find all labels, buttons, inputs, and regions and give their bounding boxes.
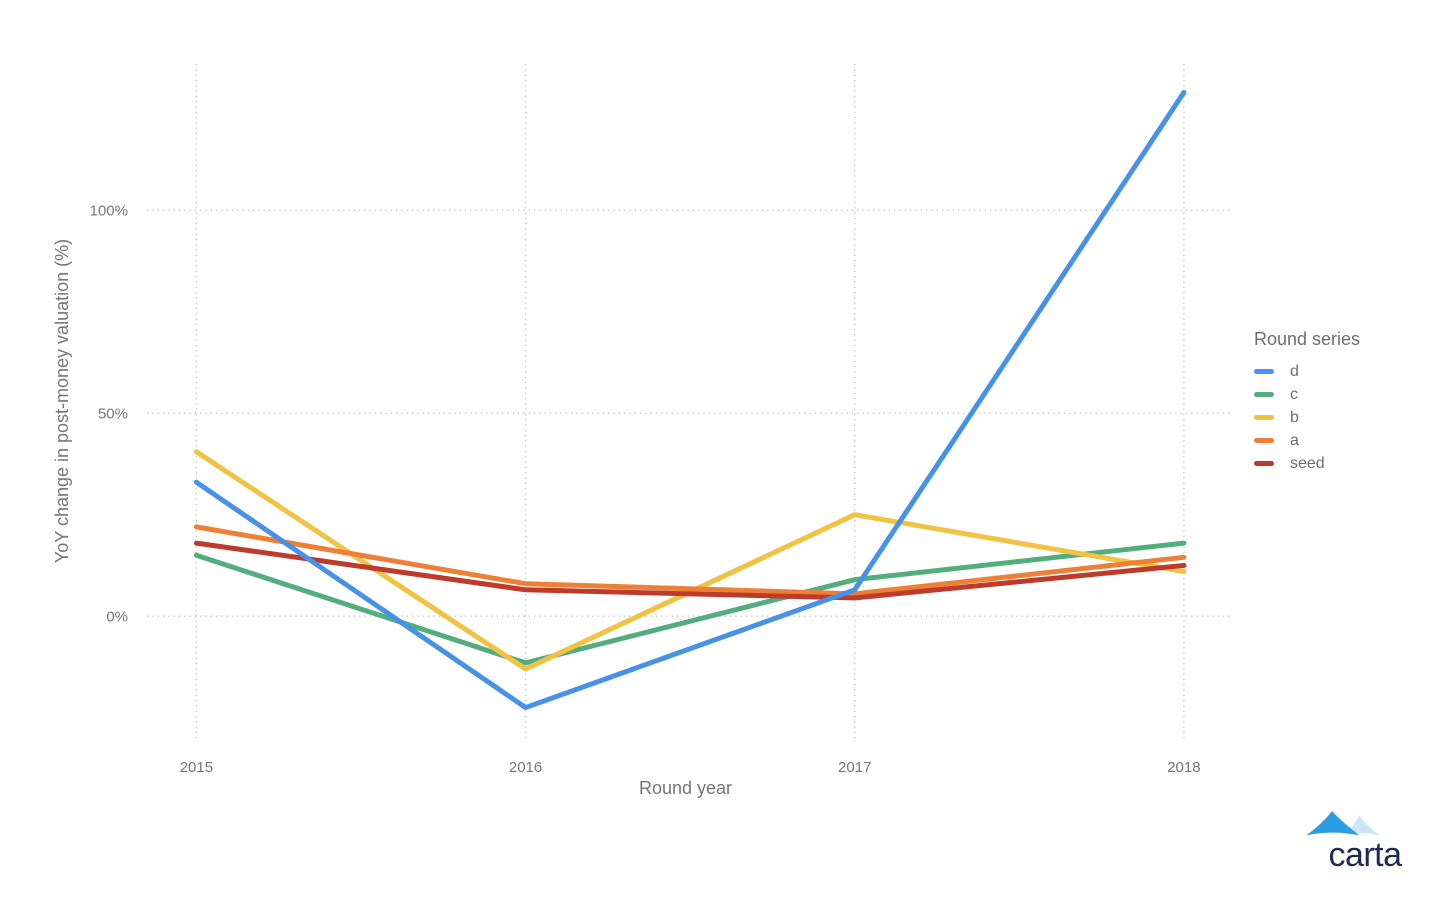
carta-mountain-logo-icon (1306, 811, 1380, 836)
legend-item-b: b (1254, 409, 1360, 426)
series-line-d (193, 89, 1187, 711)
legend-swatch-seed (1254, 461, 1274, 466)
y-tick-0%: 0% (106, 609, 128, 626)
legend-item-d: d (1254, 363, 1360, 380)
legend-swatch-a (1254, 438, 1274, 443)
x-tick-2017: 2017 (838, 759, 871, 776)
legend: Round series d c b a seed (1254, 329, 1360, 479)
legend-items: d c b a seed (1254, 363, 1360, 472)
y-axis-title: YoY change in post-money valuation (%) (52, 239, 72, 563)
legend-swatch-b (1254, 415, 1274, 420)
y-tick-50%: 50% (98, 406, 128, 423)
legend-item-c: c (1254, 386, 1360, 403)
legend-title: Round series (1254, 329, 1361, 349)
series-line-seed (193, 540, 1187, 601)
legend-label-a: a (1290, 432, 1299, 449)
x-tick-2018: 2018 (1167, 759, 1200, 776)
series-line-a (193, 524, 1187, 597)
legend-item-a: a (1254, 432, 1360, 449)
y-tick-100%: 100% (90, 203, 128, 220)
legend-item-seed: seed (1254, 455, 1360, 472)
legend-label-d: d (1290, 363, 1299, 380)
x-axis-title: Round year (639, 778, 732, 798)
x-tick-2015: 2015 (180, 759, 213, 776)
legend-label-c: c (1290, 386, 1298, 403)
carta-logo-text: carta (1328, 836, 1402, 874)
legend-label-seed: seed (1290, 455, 1325, 472)
legend-swatch-d (1254, 369, 1274, 374)
x-tick-2016: 2016 (509, 759, 542, 776)
legend-label-b: b (1290, 409, 1299, 426)
legend-swatch-c (1254, 392, 1274, 397)
series-line-c (193, 540, 1187, 666)
